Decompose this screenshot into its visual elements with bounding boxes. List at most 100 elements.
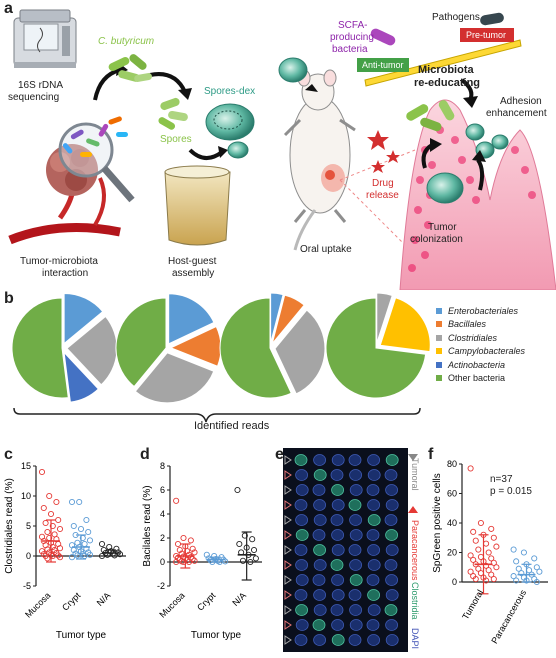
point-Tumoral xyxy=(488,525,495,532)
legend-label: Actinobacteria xyxy=(448,359,506,370)
panel-b-footer: Identified reads xyxy=(194,420,270,432)
spore-colonizing xyxy=(426,172,464,204)
tissue-core xyxy=(385,574,398,586)
point-Mucosa xyxy=(184,548,191,555)
tissue-core xyxy=(313,634,326,646)
x-category-label: Paracancerous xyxy=(489,588,528,646)
pie-2-slice-1 xyxy=(168,293,215,345)
point-Crypt xyxy=(68,498,76,506)
tissue-core xyxy=(331,544,345,556)
tissue-core xyxy=(348,544,362,556)
tissue-core xyxy=(348,634,362,646)
label-pathogens: Pathogens xyxy=(432,12,480,23)
panel-b-legend: Enterobacteriales Bacillales Clostridiales… xyxy=(436,304,554,385)
tissue-core xyxy=(313,589,326,601)
point-Crypt xyxy=(72,550,79,557)
tissue-core xyxy=(367,514,381,526)
curved-arrow-3 xyxy=(188,148,224,160)
point-Tumoral xyxy=(490,534,497,541)
label-interaction-1: Tumor-microbiota xyxy=(20,256,98,267)
tissue-core xyxy=(331,529,344,541)
tissue-core xyxy=(331,634,345,646)
tissue-core xyxy=(367,499,380,511)
point-N/A xyxy=(241,532,248,539)
y-tick-label: 40 xyxy=(447,518,457,528)
tissue-core xyxy=(331,574,344,586)
y-tick-label: 8 xyxy=(160,461,165,471)
y-axis-label: SpGreen positive cells xyxy=(432,473,443,573)
point-Mucosa xyxy=(55,516,62,524)
y-axis-label: Clostridiales read (%) xyxy=(4,478,15,574)
label-anti-tumor: Anti-tumor xyxy=(362,60,404,70)
pie-4-slice-3 xyxy=(376,292,393,344)
tissue-core xyxy=(367,544,380,556)
y-tick-label: -5 xyxy=(23,581,31,591)
label-scfa-3: bacteria xyxy=(332,44,368,55)
tissue-core xyxy=(331,454,345,466)
row-marker xyxy=(284,560,292,570)
point-Mucosa xyxy=(44,555,51,562)
x-axis-label: Tumor type xyxy=(191,630,242,641)
panel-a-illustration xyxy=(8,9,556,290)
y-tick-label: 20 xyxy=(447,548,457,558)
point-Tumoral xyxy=(485,567,492,574)
point-N/A xyxy=(236,540,243,548)
tissue-core xyxy=(295,574,309,586)
tissue-core xyxy=(348,499,362,511)
point-Mucosa xyxy=(38,468,46,476)
tissue-core xyxy=(385,499,399,511)
tissue-core xyxy=(294,454,308,466)
point-Tumoral xyxy=(472,537,479,544)
point-Paracancerous xyxy=(510,546,517,553)
point-Mucosa xyxy=(49,543,56,551)
tissue-core xyxy=(348,454,362,466)
point-Mucosa xyxy=(191,557,198,564)
point-N/A xyxy=(247,558,254,566)
tissue-core xyxy=(384,604,398,616)
y-tick-label: 4 xyxy=(160,509,165,519)
point-Mucosa xyxy=(56,525,64,533)
point-Mucosa xyxy=(180,558,187,566)
y-tick-label: 6 xyxy=(160,485,165,495)
label-interaction-2: interaction xyxy=(42,268,89,279)
tissue-core xyxy=(366,484,380,496)
y-tick-label: -2 xyxy=(157,581,165,591)
tissue-core xyxy=(366,529,380,541)
point-Paracancerous xyxy=(513,577,520,584)
x-category-label: N/A xyxy=(95,590,113,608)
tissue-core xyxy=(313,604,327,616)
mouse-illustration xyxy=(283,69,356,251)
x-category-label: Crypt xyxy=(195,590,218,613)
tissue-core xyxy=(312,574,326,586)
panel-f-chart: 0 20 40 60 80 Tumoral Paracancerous SpGreen pos… xyxy=(432,459,548,646)
point-Crypt xyxy=(70,522,77,530)
point-Paracancerous xyxy=(536,568,543,575)
point-Tumoral xyxy=(470,556,477,563)
point-Paracancerous xyxy=(533,564,540,571)
tissue-core xyxy=(330,559,344,571)
y-tick-label: 15 xyxy=(21,461,31,471)
point-Crypt xyxy=(211,552,218,560)
point-Mucosa xyxy=(44,546,51,553)
y-tick-label: 80 xyxy=(447,459,457,469)
tissue-core xyxy=(367,589,380,601)
point-Crypt xyxy=(203,551,210,558)
panel-label-e: e xyxy=(275,446,284,463)
legend-swatch xyxy=(436,348,442,355)
tissue-core xyxy=(367,604,381,616)
point-Tumoral xyxy=(483,540,490,547)
tissue-core xyxy=(313,514,327,526)
row-marker xyxy=(284,530,292,540)
point-Tumoral xyxy=(467,568,474,575)
tissue-core xyxy=(295,559,309,571)
tissue-core xyxy=(294,589,308,601)
pie-1-slice-1 xyxy=(63,292,104,345)
pathogen-icon xyxy=(480,12,504,26)
legend-swatch xyxy=(436,334,442,341)
point-Paracancerous xyxy=(518,570,525,577)
panel-b-pie-charts xyxy=(11,292,431,423)
row-marker xyxy=(284,515,292,525)
spore-cluster xyxy=(158,97,188,130)
point-Mucosa xyxy=(189,545,196,552)
point-Crypt xyxy=(77,525,85,533)
